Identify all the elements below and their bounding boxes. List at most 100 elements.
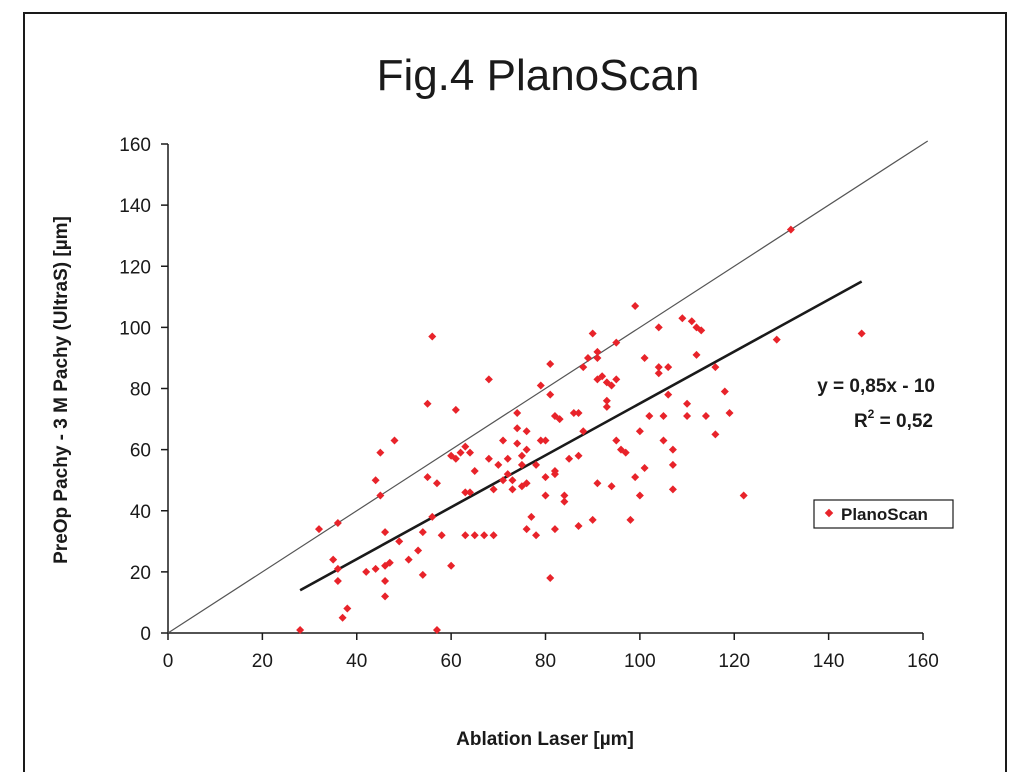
scatter-point: [687, 317, 696, 326]
scatter-point: [588, 329, 597, 338]
scatter-point: [466, 448, 474, 457]
scatter-point: [296, 625, 305, 634]
scatter-point: [541, 436, 550, 445]
scatter-point: [371, 564, 380, 573]
scatter-point: [484, 375, 493, 384]
scatter-point: [503, 470, 512, 479]
scatter-point: [362, 567, 371, 576]
scatter-point: [579, 363, 588, 372]
scatter-point: [480, 531, 489, 540]
data-points: [296, 225, 866, 634]
scatter-point: [664, 390, 673, 399]
reference-lines: [167, 140, 929, 634]
scatter-point: [640, 353, 649, 362]
scatter-point: [418, 528, 427, 537]
scatter-point: [659, 412, 668, 421]
scatter-point: [456, 448, 465, 457]
scatter-point: [607, 482, 616, 491]
x-tick-label: 60: [441, 651, 462, 672]
scatter-point: [390, 436, 399, 445]
r-squared-label: R2 = 0,52: [854, 407, 933, 432]
scatter-point: [654, 363, 663, 372]
scatter-point: [593, 353, 602, 362]
scatter-point: [692, 350, 701, 359]
scatter-point: [517, 451, 526, 460]
scatter-point: [513, 408, 522, 417]
x-tick-label: 80: [535, 651, 556, 672]
regression-equation: y = 0,85x - 10: [817, 376, 935, 397]
scatter-point: [574, 408, 583, 417]
scatter-point: [678, 314, 687, 323]
scatter-point: [527, 512, 536, 521]
scatter-point: [621, 448, 630, 457]
scatter-point: [612, 375, 621, 384]
scatter-point: [602, 402, 611, 411]
legend-marker-icon: [824, 508, 834, 518]
scatter-point: [701, 412, 710, 421]
scatter-point: [560, 497, 569, 506]
scatter-point: [635, 427, 644, 436]
scatter-point: [725, 408, 734, 417]
scatter-point: [432, 625, 441, 634]
scatter-point: [343, 604, 352, 613]
scatter-point: [522, 525, 531, 534]
scatter-point: [612, 338, 621, 347]
y-tick-label: 140: [119, 196, 151, 217]
scatter-point: [461, 531, 470, 540]
scatter-point: [470, 467, 479, 476]
y-tick-label: 40: [130, 502, 151, 523]
scatter-point: [593, 347, 602, 356]
scatter-point: [508, 476, 517, 485]
scatter-point: [428, 332, 437, 341]
scatter-point: [447, 561, 456, 570]
scatter-point: [786, 225, 795, 234]
scatter-point: [461, 442, 470, 451]
scatter-point: [494, 460, 503, 469]
scatter-point: [489, 485, 498, 494]
scatter-point: [668, 445, 677, 454]
scatter-point: [484, 454, 493, 463]
scatter-point: [711, 363, 720, 372]
scatter-point: [550, 470, 559, 479]
scatter-point: [607, 381, 616, 390]
scatter-point: [423, 473, 432, 482]
scatter-point: [612, 436, 621, 445]
scatter-point: [555, 415, 564, 424]
scatter-point: [376, 491, 385, 500]
scatter-point: [659, 436, 668, 445]
r2-value: = 0,52: [874, 411, 933, 432]
scatter-point: [697, 326, 706, 335]
scatter-point: [395, 537, 404, 546]
scatter-point: [772, 335, 781, 344]
scatter-point: [668, 485, 677, 494]
scatter-point: [423, 399, 432, 408]
scatter-point: [470, 531, 479, 540]
y-tick-label: 120: [119, 257, 151, 278]
scatter-point: [451, 405, 460, 414]
scatter-point: [329, 555, 338, 564]
legend-label: PlanoScan: [841, 505, 928, 524]
scatter-point: [499, 436, 508, 445]
scatter-point: [508, 485, 517, 494]
scatter-point: [432, 479, 441, 488]
scatter-point: [513, 439, 522, 448]
scatter-point: [381, 528, 390, 537]
scatter-point: [499, 476, 508, 485]
scatter-point: [668, 460, 677, 469]
scatter-point: [654, 369, 663, 378]
scatter-point: [739, 491, 748, 500]
scatter-point: [522, 427, 531, 436]
scatter-point: [583, 353, 592, 362]
scatter-point: [536, 381, 545, 390]
scatter-point: [381, 577, 390, 586]
scatter-point: [602, 396, 611, 405]
y-tick-label: 60: [130, 441, 151, 462]
scatter-point: [631, 301, 640, 310]
y-tick-label: 0: [140, 624, 151, 645]
x-tick-label: 140: [813, 651, 845, 672]
scatter-point: [683, 412, 692, 421]
scatter-point: [315, 525, 323, 534]
scatter-point: [371, 476, 380, 485]
r2-exponent: 2: [868, 407, 875, 421]
scatter-point: [550, 525, 559, 534]
